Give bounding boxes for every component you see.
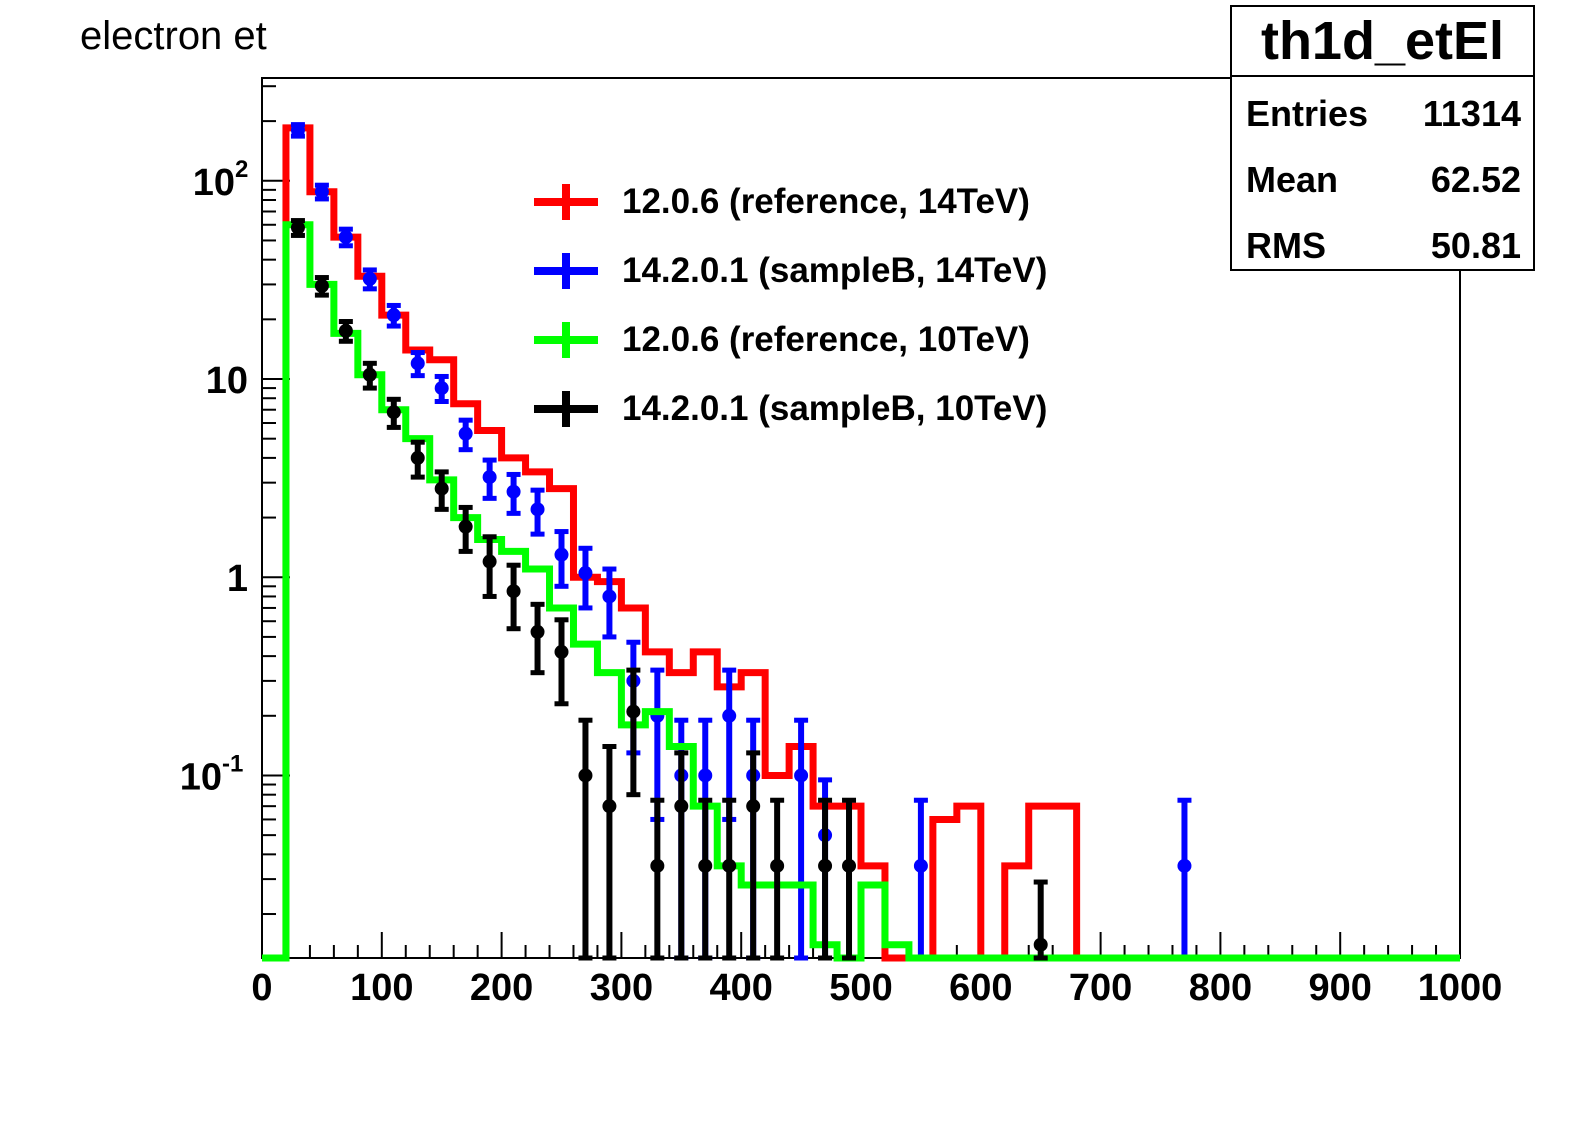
stats-mean-label: Mean <box>1246 159 1339 200</box>
legend-item: 14.2.0.1 (sampleB, 14TeV) <box>530 237 1130 306</box>
x-tick-label: 600 <box>949 967 1012 1009</box>
data-point <box>506 484 521 499</box>
stats-entries-label: Entries <box>1246 93 1369 134</box>
data-point <box>674 799 689 814</box>
x-tick-label: 900 <box>1308 967 1371 1009</box>
data-point <box>482 470 497 485</box>
data-point <box>410 450 425 465</box>
data-point <box>314 278 329 293</box>
x-tick-label: 100 <box>350 967 413 1009</box>
y-tick-label: 10 <box>193 162 235 204</box>
data-point <box>913 858 928 873</box>
data-point <box>626 704 641 719</box>
data-series <box>262 122 1460 962</box>
data-point <box>338 230 353 245</box>
legend-marker-green <box>534 322 598 358</box>
data-point <box>458 519 473 534</box>
stats-histogram-name: th1d_etEl <box>1232 7 1533 77</box>
y-tick-label: 10 <box>180 756 222 798</box>
data-point <box>578 566 593 581</box>
legend-item: 12.0.6 (reference, 10TeV) <box>530 306 1130 375</box>
data-point <box>506 584 521 599</box>
data-point <box>338 323 353 338</box>
data-point <box>602 799 617 814</box>
legend-marker-black <box>534 391 598 427</box>
stats-entries-row: Entries 11314 <box>1232 77 1533 143</box>
stats-rms-label: RMS <box>1246 225 1326 266</box>
stats-rms-value: 50.81 <box>1430 225 1521 266</box>
data-point <box>554 644 569 659</box>
x-tick-label: 800 <box>1189 967 1252 1009</box>
data-point <box>290 220 305 235</box>
x-tick-label: 200 <box>470 967 533 1009</box>
data-point <box>1177 858 1192 873</box>
x-tick-label: 1000 <box>1418 967 1503 1009</box>
data-point <box>458 426 473 441</box>
data-point <box>578 768 593 783</box>
data-point <box>290 123 305 138</box>
data-point <box>842 858 857 873</box>
data-point <box>530 502 545 517</box>
data-point <box>650 858 665 873</box>
data-point <box>434 481 449 496</box>
legend-item: 12.0.6 (reference, 14TeV) <box>530 168 1130 237</box>
series-2-histogram <box>262 221 1460 962</box>
stats-box: th1d_etEl Entries 11314 Mean 62.52 RMS 5… <box>1230 5 1535 271</box>
legend-label: 12.0.6 (reference, 10TeV) <box>622 320 1030 359</box>
stats-mean-value: 62.52 <box>1430 159 1521 200</box>
data-point <box>818 858 833 873</box>
data-point <box>698 858 713 873</box>
legend-marker-red <box>534 184 598 220</box>
data-point <box>1033 937 1048 952</box>
data-point <box>386 405 401 420</box>
data-point <box>770 858 785 873</box>
data-point <box>362 271 377 286</box>
legend-label: 14.2.0.1 (sampleB, 10TeV) <box>622 389 1048 428</box>
series-3-points <box>290 218 1048 961</box>
x-tick-label: 500 <box>829 967 892 1009</box>
y-tick-label: 10 <box>206 360 248 402</box>
data-point <box>722 708 737 723</box>
legend-marker-blue <box>534 253 598 289</box>
y-tick-exponent: -1 <box>222 750 243 777</box>
x-tick-label: 300 <box>590 967 653 1009</box>
data-point <box>722 858 737 873</box>
data-point <box>482 554 497 569</box>
data-point <box>362 367 377 382</box>
data-point <box>602 589 617 604</box>
data-point <box>434 381 449 396</box>
legend-item: 14.2.0.1 (sampleB, 10TeV) <box>530 375 1130 444</box>
stats-mean-row: Mean 62.52 <box>1232 143 1533 209</box>
y-tick-exponent: 2 <box>235 156 248 183</box>
data-point <box>530 624 545 639</box>
data-point <box>794 768 809 783</box>
data-point <box>386 308 401 323</box>
data-point <box>746 799 761 814</box>
x-tick-label: 400 <box>709 967 772 1009</box>
legend: 12.0.6 (reference, 14TeV) 14.2.0.1 (samp… <box>530 168 1130 444</box>
stats-entries-value: 11314 <box>1422 93 1521 134</box>
data-point <box>410 356 425 371</box>
data-point <box>554 547 569 562</box>
legend-label: 14.2.0.1 (sampleB, 14TeV) <box>622 251 1048 290</box>
data-point <box>314 184 329 199</box>
y-tick-label: 1 <box>227 558 248 600</box>
chart-title: electron et <box>80 14 267 58</box>
data-point <box>698 768 713 783</box>
legend-label: 12.0.6 (reference, 14TeV) <box>622 182 1030 221</box>
stats-rms-row: RMS 50.81 <box>1232 209 1533 275</box>
x-tick-label: 700 <box>1069 967 1132 1009</box>
x-tick-label: 0 <box>251 967 272 1009</box>
